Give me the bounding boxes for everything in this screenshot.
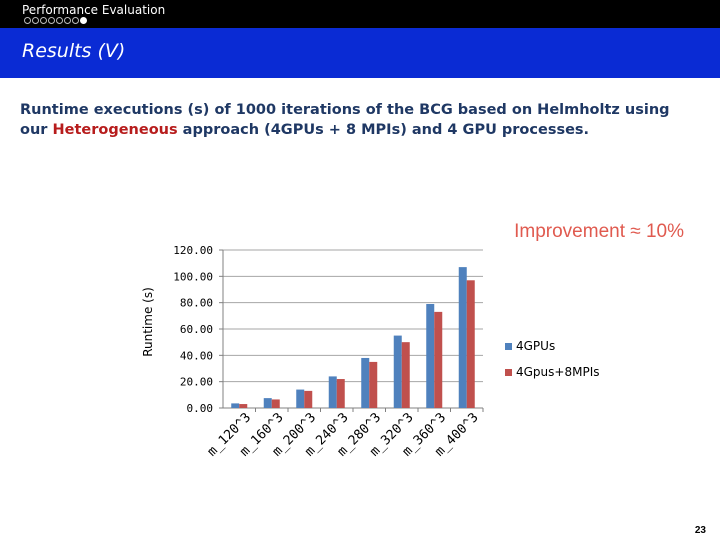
bar-gpus <box>328 376 337 408</box>
bar-gpus <box>361 357 370 408</box>
progress-dot <box>48 17 55 24</box>
bar-gpus <box>296 389 305 408</box>
legend-swatch <box>505 369 512 376</box>
progress-dot <box>56 17 63 24</box>
bar-gpus <box>426 303 435 408</box>
legend-label: 4GPUs <box>516 339 555 353</box>
progress-dot <box>24 17 31 24</box>
bar-gpus <box>393 335 402 408</box>
highlight-word: Heterogeneous <box>52 122 178 138</box>
progress-dot <box>72 17 79 24</box>
legend-swatch <box>505 343 512 350</box>
description-text: Runtime executions (s) of 1000 iteration… <box>20 102 670 138</box>
bar-gpus-mpis <box>304 390 313 408</box>
y-tick-label: 80.00 <box>180 297 213 310</box>
y-axis-title: Runtime (s) <box>141 287 155 357</box>
progress-dot <box>64 17 71 24</box>
progress-dot <box>40 17 47 24</box>
bar-gpus-mpis <box>369 361 378 408</box>
title-bar: Results (V) <box>0 28 720 78</box>
y-tick-label: 20.00 <box>180 376 213 389</box>
top-bar: Performance Evaluation <box>0 0 720 28</box>
bar-gpus-mpis <box>466 280 475 408</box>
legend-label: 4Gpus+8MPIs <box>516 365 599 379</box>
progress-dot <box>80 17 87 24</box>
y-tick-label: 120.00 <box>173 244 213 257</box>
bar-gpus-mpis <box>434 311 443 408</box>
bar-gpus-mpis <box>401 342 410 408</box>
y-tick-label: 40.00 <box>180 349 213 362</box>
y-tick-label: 60.00 <box>180 323 213 336</box>
progress-dots <box>24 17 87 25</box>
bar-gpus-mpis <box>239 404 248 408</box>
bar-gpus-mpis <box>336 379 345 408</box>
slide-title: Results (V) <box>22 40 126 62</box>
y-tick-label: 0.00 <box>187 402 214 415</box>
progress-dot <box>32 17 39 24</box>
description-text-end: approach (4GPUs + 8 MPIs) and 4 GPU proc… <box>177 122 590 138</box>
bar-gpus-mpis <box>271 399 280 408</box>
y-tick-label: 100.00 <box>173 270 213 283</box>
chart-description: Runtime executions (s) of 1000 iteration… <box>20 100 700 140</box>
section-title: Performance Evaluation <box>22 3 166 17</box>
bar-gpus <box>458 267 467 408</box>
bar-gpus <box>231 403 240 408</box>
bar-gpus <box>263 398 272 408</box>
page-number: 23 <box>694 525 706 536</box>
improvement-annotation: Improvement ≈ 10% <box>514 221 684 242</box>
